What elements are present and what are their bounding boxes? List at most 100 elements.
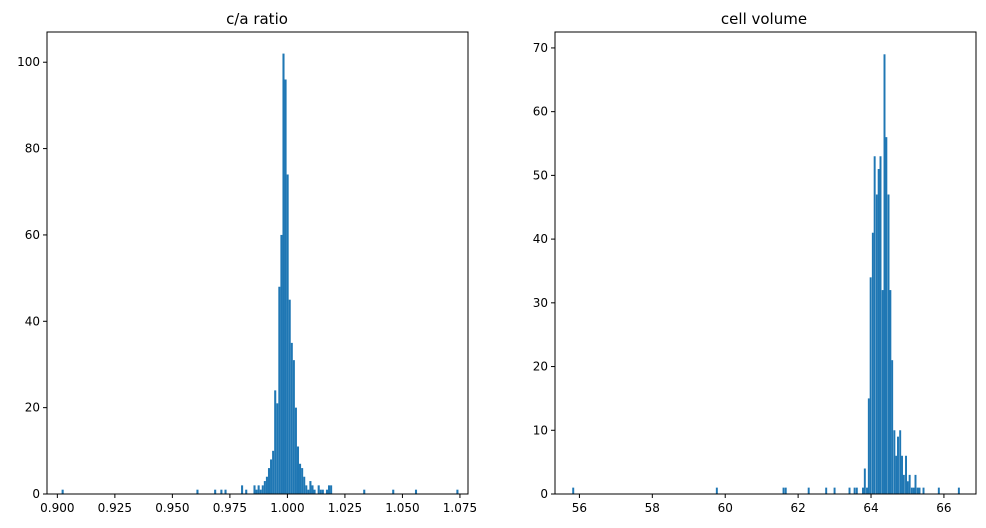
histogram-bar [292, 360, 295, 494]
histogram-bar [889, 290, 892, 494]
histogram-bar [863, 468, 866, 494]
histogram-bar [392, 489, 395, 494]
histogram-bar [319, 489, 322, 494]
histogram-bar [937, 487, 940, 494]
histogram-bar [807, 487, 810, 494]
histogram-bar [866, 487, 868, 494]
histogram-bar [782, 487, 785, 494]
x-tick-label: 58 [645, 501, 660, 515]
histogram-bar [855, 487, 858, 494]
x-tick-label: 0.950 [155, 501, 189, 515]
y-tick-label: 40 [25, 314, 40, 328]
histogram-bar [265, 476, 268, 494]
histogram-bar [902, 474, 905, 494]
histogram-bar [906, 481, 909, 494]
histogram-bar [867, 398, 870, 494]
histogram-bar [321, 489, 324, 494]
histogram-bar [957, 487, 960, 494]
histogram-bar [877, 169, 880, 494]
histogram-bar [305, 485, 308, 494]
x-tick-label: 0.925 [98, 501, 132, 515]
histogram-bar [833, 487, 836, 494]
y-tick-label: 0 [540, 487, 548, 501]
histogram-bar [901, 455, 903, 494]
histogram-bar [414, 489, 418, 494]
histogram-bar [296, 446, 300, 494]
histogram-bar [897, 436, 899, 494]
histogram-bar [290, 342, 293, 494]
histogram-bar [825, 487, 828, 494]
histogram-bar [288, 299, 291, 494]
histogram-bar [862, 487, 864, 494]
histogram-bar [887, 194, 890, 494]
histogram-bar [784, 487, 787, 494]
y-tick-label: 10 [533, 423, 548, 437]
histogram-bar [891, 360, 894, 494]
histogram-bar [853, 487, 856, 494]
y-tick-label: 60 [25, 228, 40, 242]
histogram-bar [220, 489, 223, 494]
histogram-bar [922, 487, 925, 494]
histogram-bars [572, 54, 960, 495]
x-tick-label: 0.900 [40, 501, 74, 515]
chart-title: c/a ratio [226, 10, 288, 28]
histogram-bar [224, 489, 227, 494]
histogram-bar [895, 455, 898, 494]
x-tick-label: 1.050 [385, 501, 419, 515]
histogram-bar [263, 481, 266, 494]
histogram-bar [910, 487, 913, 494]
histogram-bar [272, 450, 275, 494]
histogram-bar [303, 476, 306, 494]
y-tick-label: 100 [17, 55, 40, 69]
histogram-bar [301, 468, 304, 494]
y-tick-label: 50 [533, 168, 548, 182]
histogram-bar [267, 468, 271, 494]
histogram-bar [307, 489, 310, 494]
y-tick-label: 40 [533, 232, 548, 246]
histogram-bar [330, 485, 333, 494]
histogram-bar [914, 474, 917, 494]
y-tick-label: 80 [25, 142, 40, 156]
histogram-bar [294, 407, 297, 494]
x-tick-label: 0.975 [213, 501, 247, 515]
histogram-bar [883, 54, 886, 495]
histogram-bar [873, 156, 876, 494]
x-tick-label: 66 [936, 501, 951, 515]
y-tick-label: 60 [533, 105, 548, 119]
plot-frame [554, 31, 977, 495]
histogram-bar [309, 481, 312, 494]
histogram-bar [245, 489, 248, 494]
chart-panel-cell-volume: cell volume 56 58 60 62 64 66 0 10 20 30 40 50 60 70 [533, 10, 977, 515]
histogram-bar [916, 487, 919, 494]
histogram-bar [270, 459, 273, 494]
x-tick-label: 62 [790, 501, 805, 515]
y-tick-label: 0 [32, 487, 40, 501]
x-tick-label: 1.075 [443, 501, 477, 515]
histogram-bar [280, 234, 283, 494]
y-tick-label: 30 [533, 296, 548, 310]
histogram-bar [879, 156, 882, 494]
histogram-bar [875, 194, 878, 494]
histogram-bar [885, 137, 888, 494]
histogram-bar [276, 403, 279, 494]
histogram-bar [274, 390, 277, 494]
histogram-bar [871, 232, 874, 495]
y-tick-label: 20 [25, 401, 40, 415]
histogram-bar [572, 487, 575, 494]
histogram-bar [311, 485, 314, 494]
histogram-bar [912, 487, 915, 494]
histogram-bar [299, 463, 302, 494]
histogram-bar [899, 430, 902, 494]
histogram-bar [241, 485, 244, 494]
histogram-bar [918, 487, 921, 494]
histogram-bar [325, 489, 329, 494]
histogram-bar [261, 485, 264, 494]
y-tick-label: 70 [533, 41, 548, 55]
x-tick-label: 1.000 [270, 501, 304, 515]
histogram-bar [259, 489, 262, 494]
histogram-bar [196, 489, 199, 494]
histogram-bar [363, 489, 366, 494]
histogram-bar [869, 277, 872, 494]
y-tick-label: 20 [533, 360, 548, 374]
